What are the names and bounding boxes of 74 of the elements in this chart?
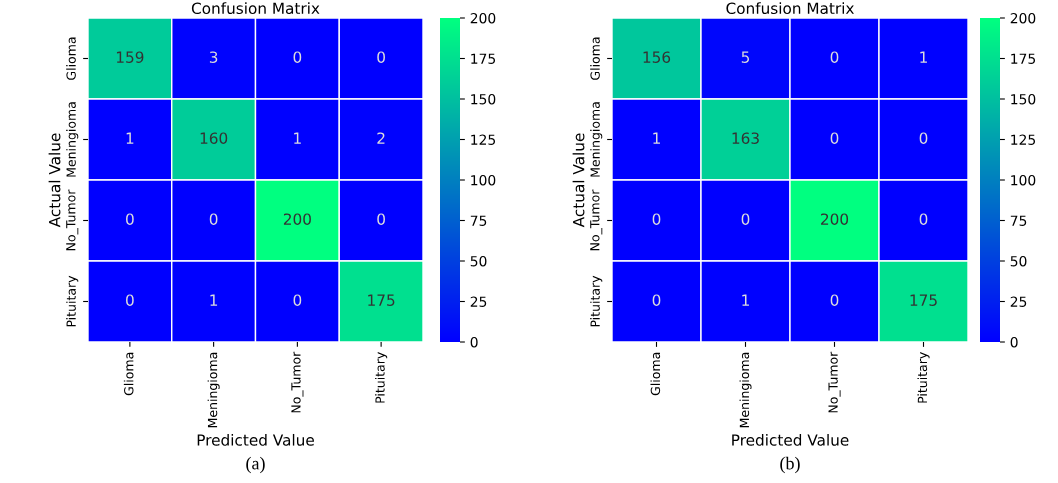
chart-title: Confusion Matrix <box>191 2 320 15</box>
data-label: 0 <box>919 132 928 144</box>
color-bar-label: 175 <box>1011 53 1036 64</box>
color-bar-label: 200 <box>1010 12 1036 24</box>
x-tick-label: Meningioma <box>739 352 752 428</box>
color-bar-label: 0 <box>1010 336 1018 348</box>
color-bar-label: 100 <box>471 174 496 186</box>
color-bar-label: 125 <box>1011 134 1036 145</box>
y-tick-label: Meningioma <box>66 102 79 177</box>
data-label: 175 <box>368 294 395 306</box>
data-label: 0 <box>741 213 750 225</box>
data-label: 0 <box>126 294 134 306</box>
color-bar-label: 100 <box>1011 174 1036 186</box>
color-bar-label: 0 <box>470 336 478 348</box>
y-axis-title: Actual Value <box>48 133 61 228</box>
data-label: 200 <box>821 213 849 225</box>
y-tick-label: No_Tumor <box>66 189 79 251</box>
data-label: 0 <box>652 294 661 306</box>
data-label: 159 <box>116 51 144 63</box>
text: (a) <box>246 456 265 474</box>
y-tick-label: Pituitary <box>590 275 603 327</box>
y-tick-label: Glioma <box>590 37 600 80</box>
x-tick-label: Glioma <box>650 352 661 396</box>
x-axis-title: Predicted Value <box>197 433 314 446</box>
x-tick-label: Pituitary <box>375 352 388 403</box>
color-bar-label: 50 <box>1010 255 1027 267</box>
color-bar-label: 25 <box>1010 296 1027 307</box>
y-tick-label: Pituitary <box>66 275 79 327</box>
y-tick-label: No_Tumor <box>590 189 603 251</box>
data-label: 0 <box>652 213 661 225</box>
color-bar-label: 150 <box>471 93 496 105</box>
data-label: 175 <box>910 294 937 306</box>
x-tick-label: Glioma <box>123 352 134 396</box>
data-label: 0 <box>126 213 134 225</box>
data-label: 2 <box>377 132 385 144</box>
x-tick-label: No_Tumor <box>828 351 841 413</box>
data-label: 1 <box>126 132 134 144</box>
data-label: 1 <box>920 51 927 63</box>
chart-title: Confusion Matrix <box>726 2 854 15</box>
data-label: 0 <box>293 51 302 63</box>
x-axis-title: Predicted Value <box>732 433 849 446</box>
data-label: 0 <box>377 51 385 63</box>
color-bar-label: 25 <box>470 296 487 307</box>
data-label: 163 <box>732 132 759 144</box>
data-label: 1 <box>210 294 218 306</box>
x-tick-label: Pituitary <box>917 352 930 403</box>
data-label: 0 <box>830 132 839 144</box>
data-label: 1 <box>742 294 749 306</box>
x-tick-label: No_Tumor <box>291 351 304 413</box>
color-bar-label: 125 <box>471 134 496 145</box>
color-bar-label: 200 <box>470 12 496 24</box>
color-bar-label: 175 <box>471 53 496 64</box>
data-label: 1 <box>294 132 301 144</box>
data-label: 3 <box>209 51 218 63</box>
data-label: 0 <box>293 294 302 306</box>
data-label: 200 <box>283 213 311 225</box>
y-tick-label: Glioma <box>66 37 76 80</box>
y-tick-label: Meningioma <box>590 102 603 177</box>
data-label: 1 <box>653 132 660 144</box>
color-bar-label: 75 <box>1010 215 1027 226</box>
data-label: 0 <box>830 294 839 306</box>
y-axis-title: Actual Value <box>572 133 585 228</box>
data-label: 0 <box>209 213 218 225</box>
data-label: 5 <box>741 51 750 63</box>
data-label: 156 <box>643 51 671 63</box>
color-bar-label: 150 <box>1011 93 1036 105</box>
data-label: 0 <box>830 51 839 63</box>
data-label: 0 <box>377 213 385 225</box>
color-bar-label: 75 <box>470 215 487 226</box>
color-bar-label: 50 <box>470 255 487 267</box>
text: (b) <box>780 456 800 474</box>
data-label: 160 <box>200 132 228 144</box>
data-label: 0 <box>919 213 928 225</box>
x-tick-label: Meningioma <box>207 352 220 428</box>
